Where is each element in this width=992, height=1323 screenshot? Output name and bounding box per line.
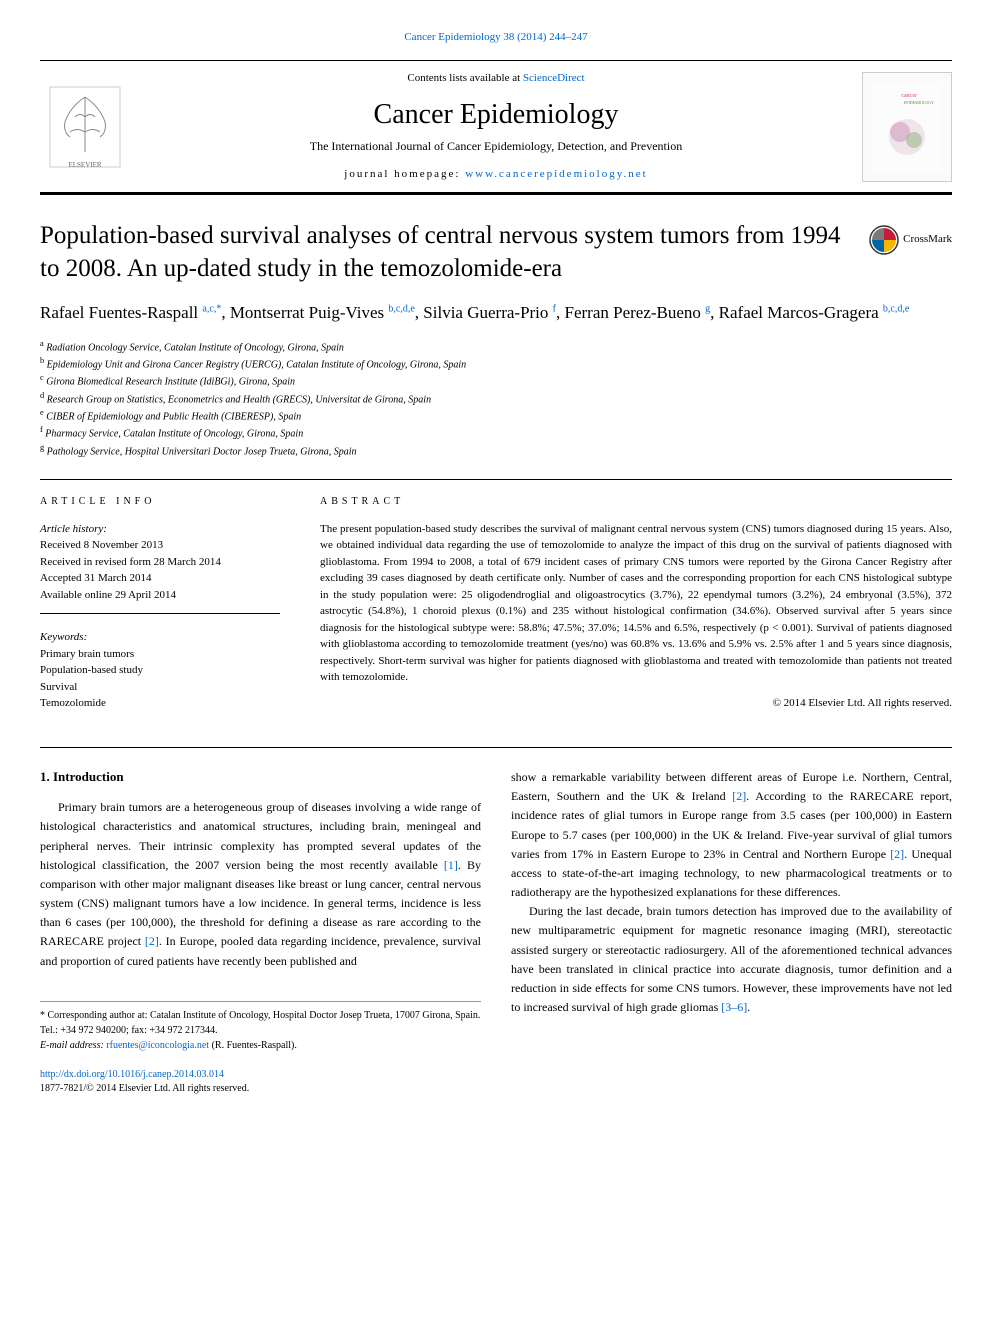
- authors-list: Rafael Fuentes-Raspall a,c,*, Montserrat…: [40, 300, 952, 326]
- affiliation-item: e CIBER of Epidemiology and Public Healt…: [40, 407, 952, 424]
- contents-prefix: Contents lists available at: [407, 72, 522, 84]
- crossmark-icon: [869, 225, 899, 255]
- svg-text:cancer: cancer: [901, 93, 917, 99]
- journal-citation[interactable]: Cancer Epidemiology 38 (2014) 244–247: [40, 30, 952, 45]
- intro-paragraph-1-cont: show a remarkable variability between di…: [511, 768, 952, 902]
- section-1-title: 1. Introduction: [40, 768, 481, 786]
- history-item: Accepted 31 March 2014: [40, 570, 280, 587]
- keyword-item: Primary brain tumors: [40, 646, 280, 663]
- keyword-item: Temozolomide: [40, 695, 280, 712]
- contents-available: Contents lists available at ScienceDirec…: [130, 71, 862, 86]
- journal-title: Cancer Epidemiology: [130, 95, 862, 134]
- keyword-item: Population-based study: [40, 662, 280, 679]
- ref-link-2c[interactable]: [2]: [890, 847, 904, 861]
- divider: [40, 479, 952, 480]
- history-item: Received 8 November 2013: [40, 537, 280, 554]
- keywords-list: Primary brain tumorsPopulation-based stu…: [40, 646, 280, 712]
- body-text-span: Primary brain tumors are a heterogeneous…: [40, 800, 481, 872]
- journal-cover[interactable]: cancer EPIDEMIOLOGY: [862, 72, 952, 182]
- affiliation-item: c Girona Biomedical Research Institute (…: [40, 372, 952, 389]
- article-info-header: ARTICLE INFO: [40, 495, 280, 509]
- abstract-copyright: © 2014 Elsevier Ltd. All rights reserved…: [320, 696, 952, 711]
- corresponding-author-note: * Corresponding author at: Catalan Insti…: [40, 1001, 481, 1053]
- history-label: Article history:: [40, 521, 280, 538]
- body-text-span: .: [747, 1000, 750, 1014]
- affiliations-list: a Radiation Oncology Service, Catalan In…: [40, 338, 952, 459]
- elsevier-tree-icon: ELSEVIER: [45, 82, 125, 172]
- affiliation-item: f Pharmacy Service, Catalan Institute of…: [40, 424, 952, 441]
- intro-paragraph-1: Primary brain tumors are a heterogeneous…: [40, 798, 481, 971]
- crossmark-badge[interactable]: CrossMark: [869, 225, 952, 255]
- ref-link-1[interactable]: [1]: [444, 858, 458, 872]
- article-history: Received 8 November 2013Received in revi…: [40, 537, 280, 603]
- ref-link-2[interactable]: [2]: [145, 934, 159, 948]
- affiliation-item: b Epidemiology Unit and Girona Cancer Re…: [40, 355, 952, 372]
- keyword-item: Survival: [40, 679, 280, 696]
- issn-copyright: 1877-7821/© 2014 Elsevier Ltd. All right…: [40, 1082, 481, 1096]
- homepage-prefix: journal homepage:: [344, 168, 465, 180]
- elsevier-logo[interactable]: ELSEVIER: [40, 77, 130, 177]
- body-text-span: During the last decade, brain tumors det…: [511, 904, 952, 1014]
- affiliation-item: d Research Group on Statistics, Economet…: [40, 390, 952, 407]
- sciencedirect-link[interactable]: ScienceDirect: [523, 72, 585, 84]
- doi-link[interactable]: http://dx.doi.org/10.1016/j.canep.2014.0…: [40, 1069, 224, 1080]
- abstract-text: The present population-based study descr…: [320, 521, 952, 686]
- article-title: Population-based survival analyses of ce…: [40, 220, 952, 285]
- cover-thumbnail-icon: cancer EPIDEMIOLOGY: [872, 82, 942, 172]
- divider: [40, 747, 952, 748]
- history-item: Received in revised form 28 March 2014: [40, 554, 280, 571]
- email-label: E-mail address:: [40, 1040, 106, 1051]
- homepage-link[interactable]: www.cancerepidemiology.net: [465, 168, 648, 180]
- corresponding-email-link[interactable]: rfuentes@iconcologia.net: [106, 1040, 209, 1051]
- crossmark-label: CrossMark: [903, 232, 952, 247]
- abstract-header: ABSTRACT: [320, 495, 952, 509]
- affiliation-item: a Radiation Oncology Service, Catalan In…: [40, 338, 952, 355]
- affiliation-item: g Pathology Service, Hospital Universita…: [40, 442, 952, 459]
- svg-text:ELSEVIER: ELSEVIER: [68, 161, 101, 169]
- ref-link-2b[interactable]: [2]: [732, 789, 746, 803]
- intro-paragraph-2: During the last decade, brain tumors det…: [511, 902, 952, 1017]
- ref-link-3-6[interactable]: [3–6]: [721, 1000, 747, 1014]
- history-item: Available online 29 April 2014: [40, 587, 280, 604]
- journal-subtitle: The International Journal of Cancer Epid…: [130, 138, 862, 155]
- keywords-label: Keywords:: [40, 629, 280, 646]
- svg-text:EPIDEMIOLOGY: EPIDEMIOLOGY: [904, 100, 934, 105]
- corresponding-text: * Corresponding author at: Catalan Insti…: [40, 1008, 481, 1038]
- journal-homepage: journal homepage: www.cancerepidemiology…: [130, 167, 862, 182]
- email-suffix: (R. Fuentes-Raspall).: [209, 1040, 297, 1051]
- journal-header: ELSEVIER Contents lists available at Sci…: [40, 60, 952, 195]
